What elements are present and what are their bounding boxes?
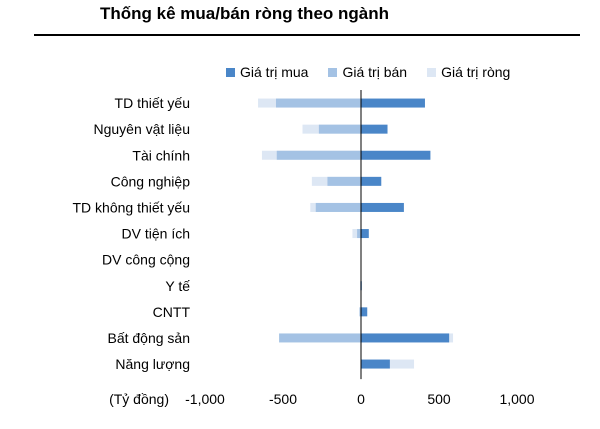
x-tick-label: -1,000	[185, 391, 225, 407]
category-label-cong-nghiep: Công nghiệp	[111, 173, 191, 189]
legend-item-buy: Giá trị mua	[226, 64, 308, 80]
legend-label-sell: Giá trị bán	[342, 64, 408, 80]
legend-label-buy: Giá trị mua	[240, 64, 309, 80]
bar-gia-tri-mua-cong-nghiep	[361, 176, 382, 186]
category-label-td-khong-thiet-yeu: TD không thiết yếu	[72, 199, 190, 215]
legend-swatch-net	[427, 67, 437, 77]
bar-gia-tri-rong-dv-tien-ich	[352, 229, 361, 239]
category-label-cntt: CNTT	[153, 304, 191, 320]
category-label-nang-luong: Năng lượng	[115, 356, 190, 372]
bar-gia-tri-mua-td-khong-thiet-yeu	[361, 202, 404, 212]
bar-gia-tri-ban-nguyen-vat-lieu	[318, 124, 361, 134]
bar-gia-tri-mua-nguyen-vat-lieu	[361, 124, 388, 134]
bar-gia-tri-mua-cntt	[361, 307, 368, 317]
category-label-dv-cong-cong: DV công cộng	[102, 252, 190, 268]
bar-gia-tri-ban-bat-dong-san	[279, 333, 361, 343]
category-label-dv-tien-ich: DV tiện ích	[122, 226, 190, 242]
bar-gia-tri-mua-nang-luong	[361, 359, 390, 369]
bar-gia-tri-mua-tai-chinh	[361, 150, 431, 160]
legend-swatch-buy	[226, 67, 235, 77]
bar-gia-tri-ban-dv-tien-ich	[357, 229, 361, 239]
category-label-td-thiet-yeu: TD thiết yếu	[115, 95, 190, 111]
bar-gia-tri-ban-cntt	[359, 307, 361, 317]
x-tick-label: 1,000	[499, 391, 534, 407]
x-tick-label: 0	[357, 391, 365, 407]
category-label-y-te: Y tế	[165, 278, 190, 294]
x-tick-label: 500	[427, 391, 451, 407]
bar-gia-tri-ban-cong-nghiep	[327, 176, 361, 186]
bar-gia-tri-mua-dv-tien-ich	[361, 229, 369, 239]
legend-swatch-sell	[328, 67, 338, 77]
bar-gia-tri-ban-td-thiet-yeu	[275, 98, 361, 108]
legend-item-net: Giá trị ròng	[427, 64, 510, 80]
bar-gia-tri-mua-bat-dong-san	[361, 333, 450, 343]
bar-gia-tri-ban-td-khong-thiet-yeu	[315, 202, 361, 212]
category-label-nguyen-vat-lieu: Nguyên vật liệu	[93, 121, 190, 137]
legend: Giá trị mua Giá trị bán Giá trị ròng	[226, 64, 510, 80]
title-underline	[34, 34, 580, 36]
category-label-bat-dong-san: Bất động sản	[107, 330, 190, 346]
x-axis-unit-label: (Tỷ đồng)	[109, 391, 169, 407]
legend-label-net: Giá trị ròng	[441, 64, 511, 80]
bar-gia-tri-mua-td-thiet-yeu	[361, 98, 425, 108]
chart-title: Thống kê mua/bán ròng theo ngành	[100, 4, 389, 23]
category-label-tai-chinh: Tài chính	[132, 147, 190, 163]
legend-item-sell: Giá trị bán	[328, 64, 407, 80]
bar-gia-tri-ban-tai-chinh	[276, 150, 361, 160]
x-tick-label: -500	[269, 391, 297, 407]
